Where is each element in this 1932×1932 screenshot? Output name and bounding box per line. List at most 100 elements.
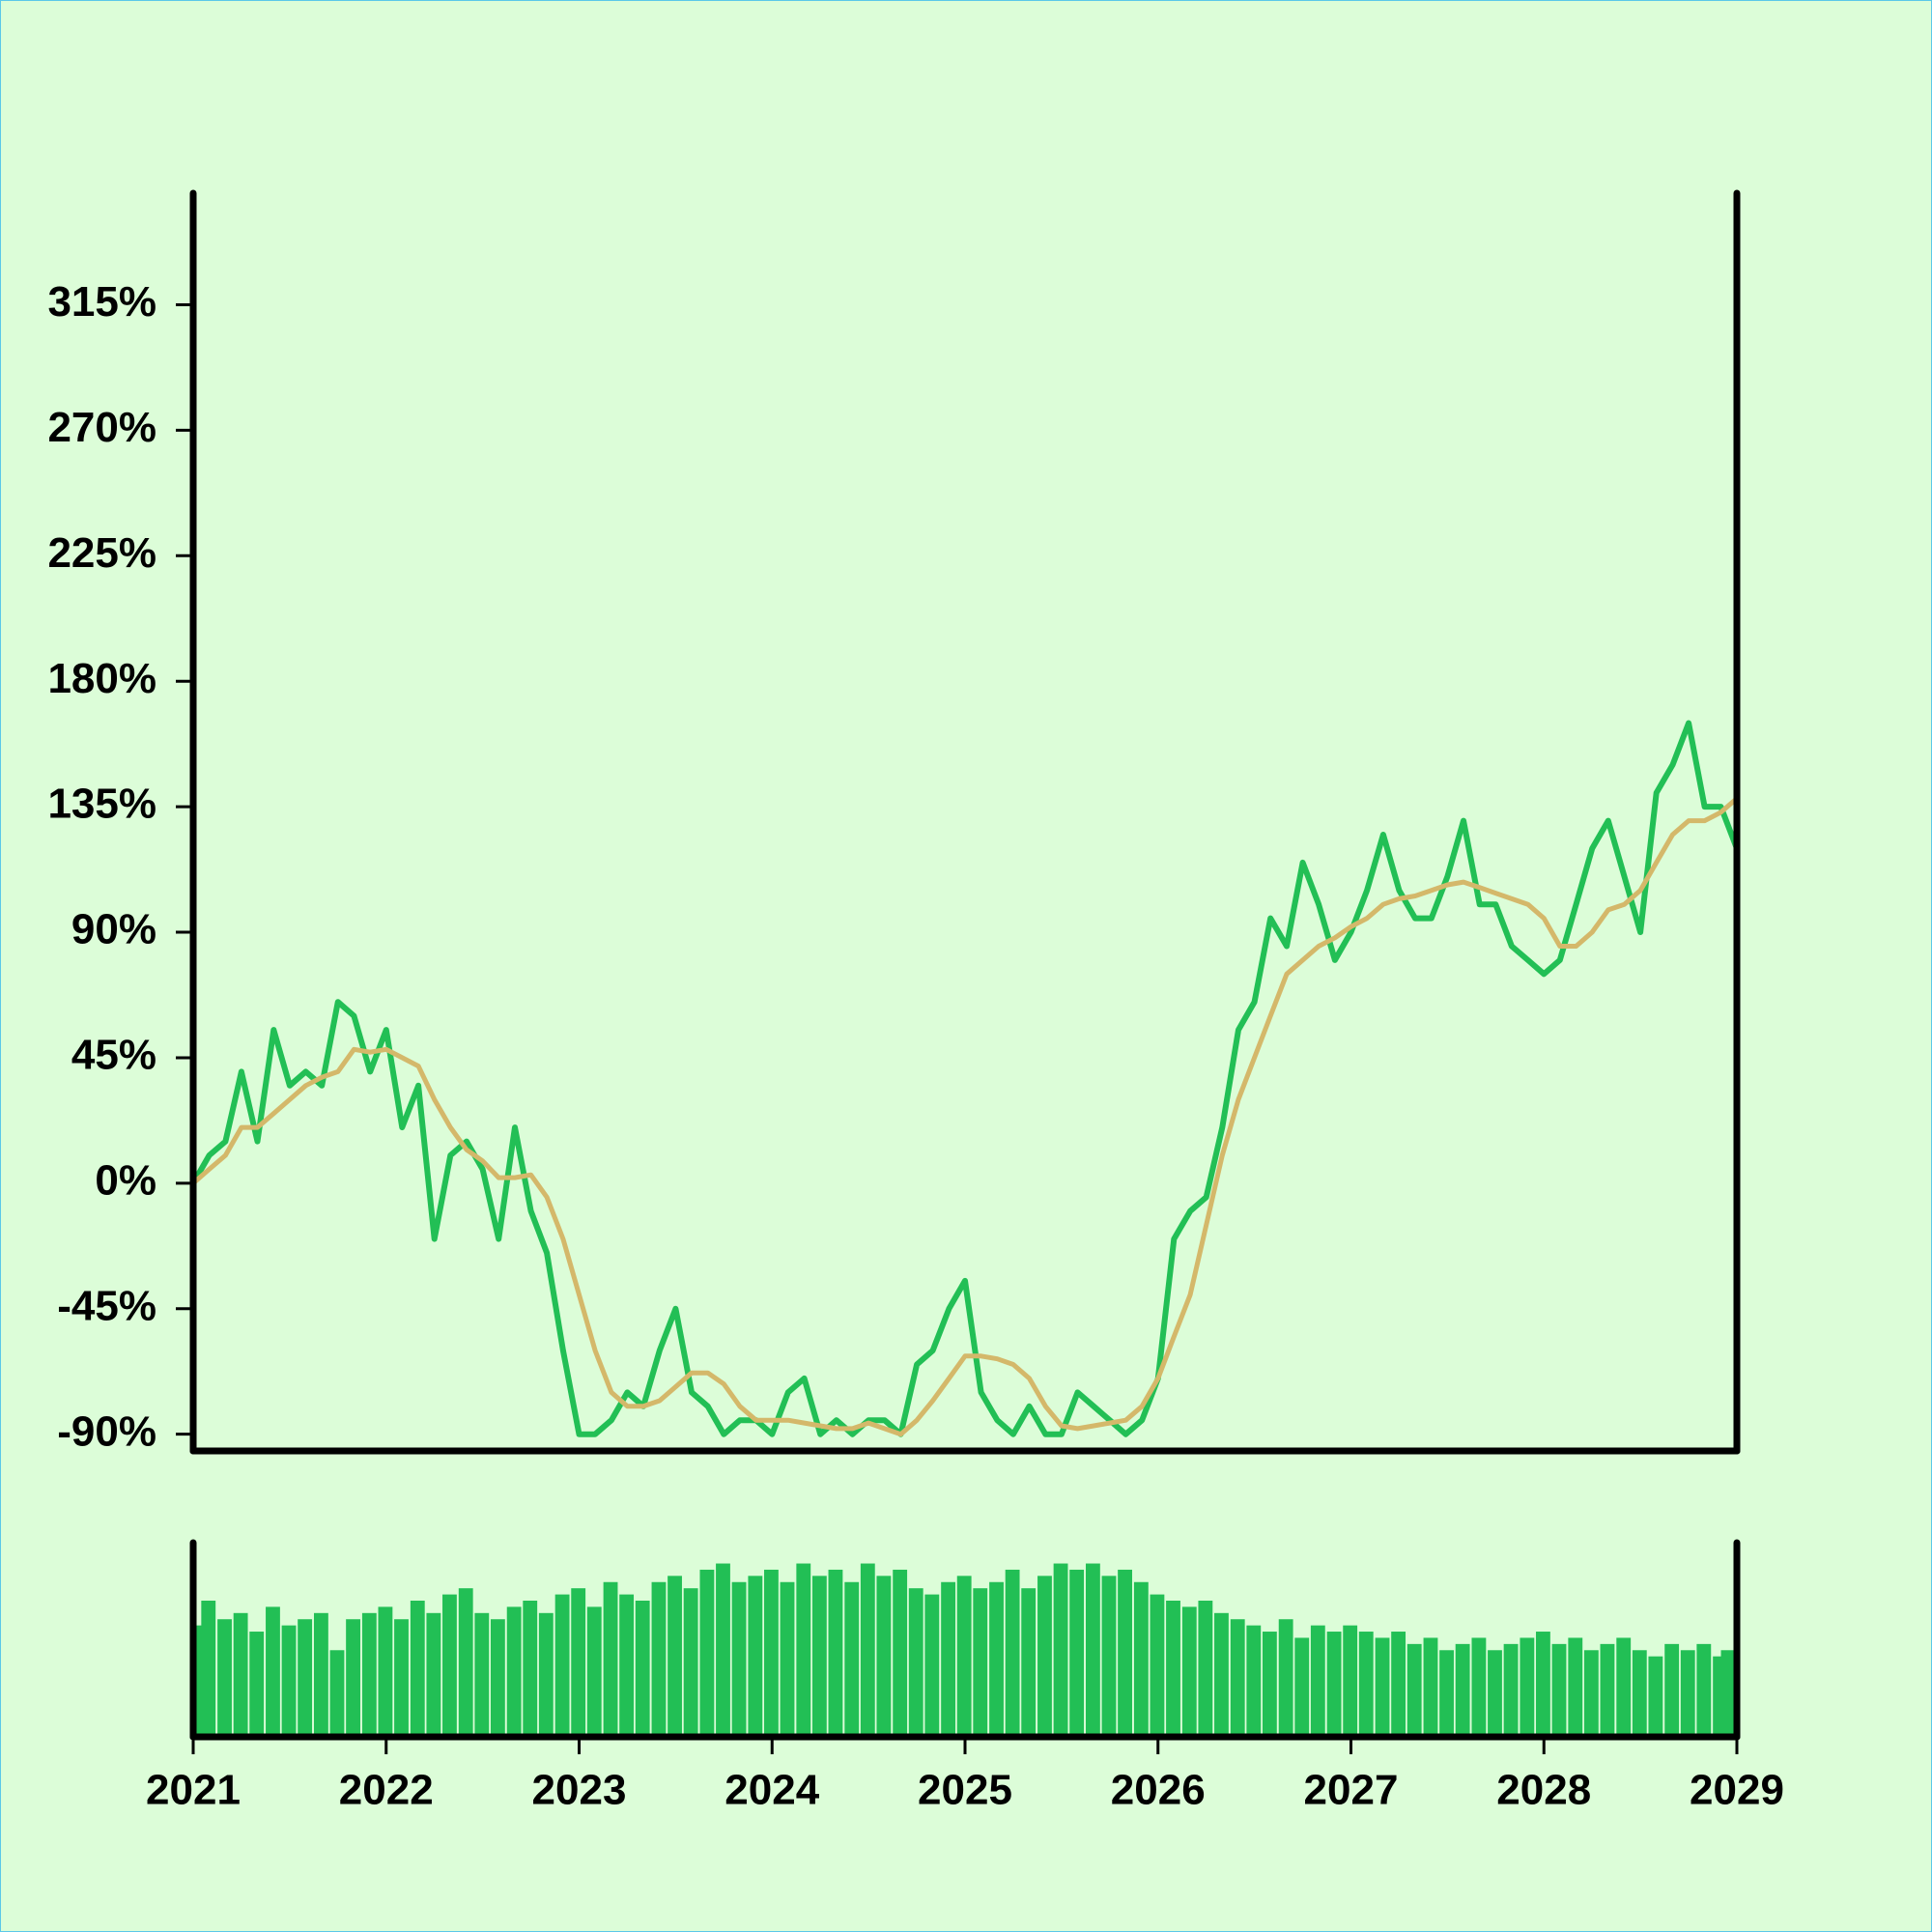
volume-bar bbox=[458, 1588, 473, 1737]
series-line bbox=[191, 796, 1739, 1437]
volume-bar bbox=[1536, 1632, 1550, 1737]
volume-bar bbox=[764, 1569, 779, 1737]
volume-bar bbox=[635, 1600, 650, 1737]
y-tick-label: -90% bbox=[57, 1407, 156, 1455]
volume-bar bbox=[876, 1576, 892, 1737]
volume-bar bbox=[217, 1619, 232, 1737]
volume-bar bbox=[1069, 1569, 1085, 1737]
volume-bar bbox=[1166, 1600, 1180, 1737]
volume-bar bbox=[1246, 1625, 1262, 1737]
volume-bar bbox=[1375, 1637, 1390, 1737]
volume-bar bbox=[716, 1563, 730, 1737]
volume-bar bbox=[1680, 1650, 1695, 1737]
volume-bar bbox=[1488, 1650, 1502, 1737]
volume-bar bbox=[233, 1612, 248, 1737]
volume-bar bbox=[410, 1600, 425, 1737]
y-tick-label: 0% bbox=[95, 1156, 156, 1204]
volume-bar bbox=[426, 1612, 441, 1737]
volume-bar bbox=[1262, 1632, 1277, 1737]
y-tick-label: 315% bbox=[47, 278, 156, 326]
volume-bar bbox=[1471, 1637, 1487, 1737]
series-line bbox=[190, 720, 1740, 1437]
volume-bar bbox=[1278, 1619, 1293, 1737]
volume-bar bbox=[1343, 1625, 1358, 1737]
y-tick-label: 225% bbox=[47, 529, 156, 577]
volume-bar bbox=[1085, 1563, 1100, 1737]
volume-bar bbox=[474, 1612, 490, 1737]
volume-bar bbox=[796, 1563, 811, 1737]
volume-bar bbox=[1021, 1588, 1037, 1737]
volume-bar bbox=[619, 1594, 635, 1737]
plot-layer bbox=[190, 720, 1740, 1737]
volume-bar bbox=[828, 1569, 843, 1737]
volume-bar bbox=[1583, 1650, 1599, 1737]
volume-bar bbox=[1053, 1563, 1068, 1737]
y-tick-label: 135% bbox=[47, 781, 156, 828]
volume-bar bbox=[1455, 1643, 1470, 1737]
volume-bar bbox=[201, 1600, 216, 1737]
volume-bar bbox=[1423, 1637, 1438, 1737]
volume-bar bbox=[329, 1650, 345, 1737]
volume-bar bbox=[731, 1581, 747, 1737]
volume-bar bbox=[1406, 1643, 1422, 1737]
volume-bar bbox=[989, 1581, 1004, 1737]
volume-bar bbox=[346, 1619, 360, 1737]
volume-bar bbox=[1648, 1656, 1663, 1737]
volume-bar bbox=[506, 1606, 522, 1737]
volume-bar bbox=[683, 1588, 698, 1737]
volume-bar bbox=[893, 1569, 908, 1737]
volume-bar bbox=[249, 1632, 265, 1737]
volume-bar bbox=[1696, 1643, 1712, 1737]
y-tick-label: 90% bbox=[71, 906, 156, 953]
x-tick-label: 2022 bbox=[339, 1767, 434, 1814]
x-tick-label: 2028 bbox=[1496, 1767, 1591, 1814]
y-tick-label: 270% bbox=[47, 404, 156, 451]
volume-bar bbox=[1358, 1632, 1374, 1737]
x-tick-label: 2026 bbox=[1111, 1767, 1206, 1814]
volume-bar bbox=[1294, 1637, 1310, 1737]
x-tick-label: 2029 bbox=[1690, 1767, 1784, 1814]
volume-bar bbox=[1551, 1643, 1567, 1737]
volume-bar bbox=[1664, 1643, 1680, 1737]
volume-bar bbox=[668, 1576, 682, 1737]
volume-bar bbox=[361, 1612, 377, 1737]
volume-bar bbox=[844, 1581, 860, 1737]
volume-bar bbox=[1391, 1632, 1406, 1737]
volume-bar bbox=[1118, 1569, 1132, 1737]
volume-bar bbox=[394, 1619, 409, 1737]
volume-bar bbox=[1101, 1576, 1117, 1737]
volume-bar bbox=[651, 1581, 667, 1737]
volume-bar bbox=[523, 1600, 538, 1737]
spines bbox=[189, 189, 1741, 1741]
volume-bar bbox=[281, 1625, 297, 1737]
volume-bar bbox=[266, 1606, 280, 1737]
volume-bar bbox=[1600, 1643, 1615, 1737]
volume-bar bbox=[442, 1594, 457, 1737]
volume-bar bbox=[1198, 1600, 1213, 1737]
x-tick-label: 2025 bbox=[918, 1767, 1012, 1814]
x-tick-label: 2021 bbox=[146, 1767, 241, 1814]
volume-bar bbox=[490, 1619, 505, 1737]
volume-bar bbox=[1439, 1650, 1454, 1737]
x-tick-label: 2027 bbox=[1304, 1767, 1399, 1814]
volume-bar bbox=[860, 1563, 875, 1737]
volume-bar bbox=[554, 1594, 570, 1737]
volume-bar bbox=[924, 1594, 940, 1737]
volume-bar bbox=[313, 1612, 328, 1737]
volume-bar bbox=[941, 1581, 956, 1737]
volume-bar bbox=[1005, 1569, 1020, 1737]
volume-bar bbox=[1568, 1637, 1583, 1737]
volume-bar bbox=[956, 1576, 972, 1737]
y-tick-label: 180% bbox=[47, 655, 156, 702]
volume-bar bbox=[1181, 1606, 1197, 1737]
volume-bar bbox=[298, 1619, 313, 1737]
volume-bar bbox=[1616, 1637, 1632, 1737]
volume-bar bbox=[603, 1581, 618, 1737]
y-tick-label: -45% bbox=[57, 1282, 156, 1329]
volume-bar bbox=[1214, 1612, 1229, 1737]
volume-bar bbox=[378, 1606, 393, 1737]
volume-bar bbox=[973, 1588, 988, 1737]
volume-bar bbox=[538, 1612, 554, 1737]
x-tick-label: 2023 bbox=[532, 1767, 627, 1814]
